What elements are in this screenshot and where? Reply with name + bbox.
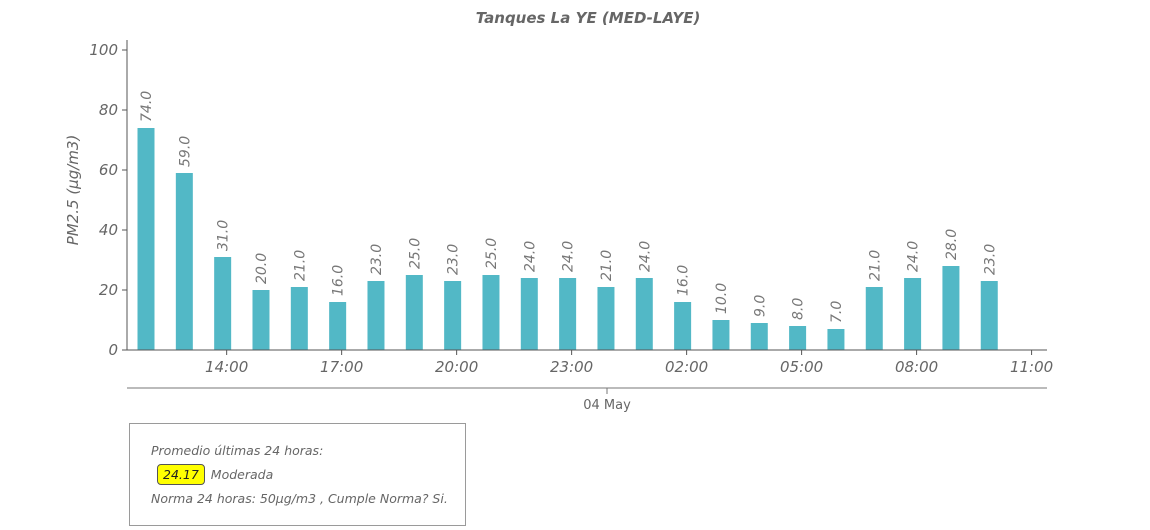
bar-value-label: 8.0 xyxy=(791,298,807,320)
date-label: 04 May xyxy=(583,398,631,413)
bar-value-label: 16.0 xyxy=(676,265,692,296)
summary-box: Promedio últimas 24 horas: 24.17 Moderada… xyxy=(129,423,466,526)
x-tick-label: 11:00 xyxy=(1010,358,1053,376)
bar xyxy=(175,173,193,350)
bar-value-label: 28.0 xyxy=(944,229,960,260)
bar-value-label: 23.0 xyxy=(369,244,385,275)
bar xyxy=(635,278,653,350)
x-tick-label: 20:00 xyxy=(435,358,478,376)
air-quality-category: Moderada xyxy=(210,467,274,482)
y-tick-label: 40 xyxy=(99,221,118,239)
x-axis: 14:00 17:00 20:00 23:00 02:00 05:00 08:00 11:00 xyxy=(127,349,1053,376)
x-tick-label: 02:00 xyxy=(665,358,708,376)
average-value-badge: 24.17 xyxy=(157,464,205,485)
bar-value-label: 24.0 xyxy=(522,241,538,272)
bar-value-label: 16.0 xyxy=(331,265,347,296)
summary-heading: Promedio últimas 24 horas: xyxy=(151,443,324,458)
bar xyxy=(482,275,500,350)
bar-value-label: 25.0 xyxy=(407,238,423,269)
bar xyxy=(329,302,347,350)
norma-text: Norma 24 horas: 50μg/m3 , Cumple Norma? … xyxy=(151,491,448,506)
bar xyxy=(290,287,308,350)
y-tick-label: 20 xyxy=(99,281,118,299)
bar-value-label: 24.0 xyxy=(637,241,653,272)
bar-value-label: 31.0 xyxy=(216,220,232,251)
bar xyxy=(137,128,155,350)
bar xyxy=(674,302,692,350)
bar-value-label: 9.0 xyxy=(752,295,768,317)
y-tick-label: 60 xyxy=(99,161,118,179)
bar xyxy=(252,290,270,350)
bar-value-label: 23.0 xyxy=(446,244,462,275)
bar-value-label: 24.0 xyxy=(561,241,577,272)
bar-value-label: 7.0 xyxy=(829,301,845,323)
x-tick-label: 17:00 xyxy=(320,358,363,376)
bar xyxy=(942,266,960,350)
bar-value-label: 21.0 xyxy=(292,250,308,281)
bar xyxy=(789,326,807,350)
bar xyxy=(214,257,232,350)
bar xyxy=(559,278,577,350)
x-tick-label: 05:00 xyxy=(780,358,823,376)
bar-value-label: 21.0 xyxy=(867,250,883,281)
bar-value-label: 24.0 xyxy=(906,241,922,272)
chart-title: Tanques La YE (MED-LAYE) xyxy=(476,9,701,27)
bar xyxy=(904,278,922,350)
y-axis: 0 20 40 60 80 100 xyxy=(89,40,128,359)
bar xyxy=(520,278,538,350)
y-tick-label: 0 xyxy=(108,341,118,359)
bar xyxy=(980,281,998,350)
bar xyxy=(712,320,730,350)
bar xyxy=(750,323,768,350)
y-tick-label: 80 xyxy=(99,101,118,119)
bar-value-label: 74.0 xyxy=(139,91,155,122)
bar-value-label: 21.0 xyxy=(599,250,615,281)
y-tick-label: 100 xyxy=(89,41,118,59)
x-tick-label: 23:00 xyxy=(550,358,593,376)
bar xyxy=(405,275,423,350)
bar-value-label: 20.0 xyxy=(254,253,270,284)
bar-value-label: 10.0 xyxy=(714,283,730,314)
summary-value-row: 24.17 Moderada xyxy=(151,464,273,485)
bar xyxy=(597,287,615,350)
bar xyxy=(367,281,385,350)
x-tick-label: 08:00 xyxy=(895,358,938,376)
bars: 74.0 59.0 31.0 20.0 21.0 16.0 23.0 25.0 23.0 25.0… xyxy=(137,91,998,350)
y-axis-label: PM2.5 (μg/m3) xyxy=(64,135,82,246)
chart: Tanques La YE (MED-LAYE) PM2.5 (μg/m3) 0… xyxy=(64,9,1053,413)
bar xyxy=(827,329,845,350)
bar-value-label: 59.0 xyxy=(177,136,193,167)
bar-value-label: 25.0 xyxy=(484,238,500,269)
bar xyxy=(865,287,883,350)
bar-value-label: 23.0 xyxy=(982,244,998,275)
bar xyxy=(444,281,462,350)
x-tick-label: 14:00 xyxy=(205,358,248,376)
